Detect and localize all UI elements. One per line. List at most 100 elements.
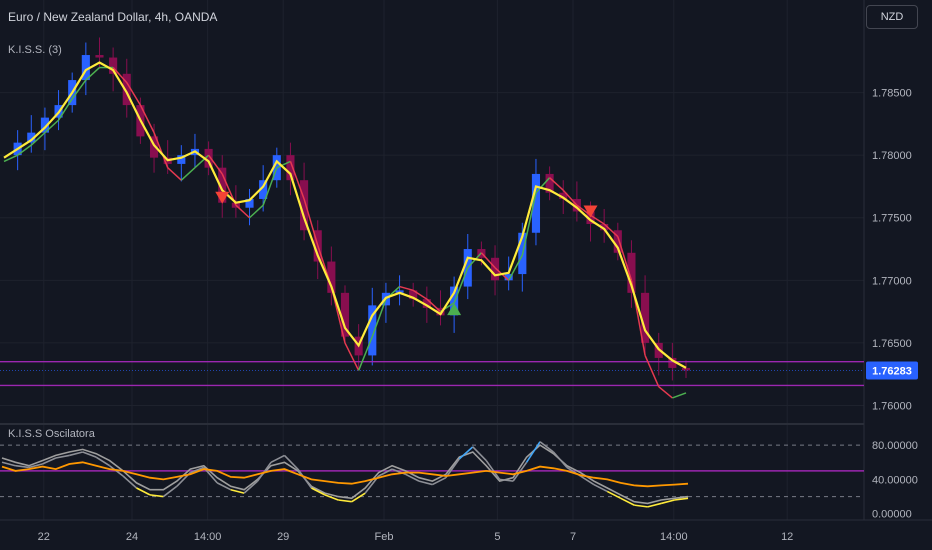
price-tick-label: 1.76000 [872,400,912,412]
osc-gray-line [1,444,689,505]
slow-ma-segment [412,289,428,300]
osc-colored-segment [552,451,568,468]
osc-colored-segment [297,468,313,489]
candle-body [95,55,104,58]
osc-colored-segment [351,492,366,503]
slow-ma-segment [399,285,414,292]
candle-body [286,155,295,181]
candle-body [504,274,513,281]
time-tick-label: 22 [38,531,50,543]
oscillator [0,441,864,508]
slow-ma-segment [644,355,660,388]
slow-ma-segment [44,119,60,134]
osc-colored-segment [136,487,151,496]
slow-ma-segment [71,79,87,100]
osc-colored-segment [42,457,57,465]
candle-body [409,290,418,300]
slow-ma-segment [85,66,100,81]
candle-body [177,155,186,164]
slow-ma-segment [167,167,182,181]
candle-body [245,198,254,208]
price-tick-label: 1.78500 [872,88,912,100]
osc-colored-segment [69,451,83,457]
osc-colored-segment [593,483,608,493]
slow-ma-segment [112,67,128,84]
last-price-badge: 1.76283 [866,361,918,380]
slow-ma-segment [508,254,523,281]
slow-ma-segment [344,342,360,371]
osc-colored-segment [15,464,30,469]
slow-ma-segment [153,132,169,168]
buy-signal-marker [447,303,462,316]
sell-signal-marker [583,205,598,218]
osc-colored-segment [472,446,487,462]
slow-ma-segment [262,167,278,206]
osc-colored-segment [162,485,178,498]
candle-body [627,252,636,293]
slow-ma-segment [617,236,633,281]
osc-orange-line [1,461,689,488]
oscillator-label[interactable]: K.I.S.S Oscilatora [8,428,95,440]
osc-colored-segment [485,460,501,480]
osc-axis: 80.00000 40.00000 0.00000 [872,440,918,521]
osc-colored-segment [95,456,111,467]
main-indicator-label[interactable]: K.I.S.S. (3) [8,44,62,56]
slow-ma-segment [603,223,619,238]
time-tick-label: 5 [494,531,500,543]
slow-ma-segment [235,204,251,219]
osc-colored-segment [270,454,285,463]
osc-colored-segment [324,494,339,501]
candle-body [490,257,500,281]
price-axis: 1.78500 1.78000 1.77500 1.77000 1.76500 1.760… [872,88,912,413]
candle-body [300,180,309,231]
last-price-badge-bg [866,361,918,380]
fast-ma-line [3,61,687,369]
osc-colored-segment [606,490,622,499]
slow-ma-segment [535,177,551,194]
candle-body [600,224,609,231]
slow-ma-segment [194,154,210,169]
candle-body [81,55,90,81]
slow-ma-segment [426,298,441,313]
time-tick-label: 12 [781,531,793,543]
osc-colored-segment [660,499,675,505]
grid-lines [0,0,864,520]
candle-body [149,136,159,158]
osc-colored-segment [311,487,326,496]
time-tick-label: 14:00 [660,531,688,543]
osc-colored-segment [405,473,420,482]
time-tick-label: 29 [277,531,289,543]
osc-colored-segment [458,446,474,460]
candle-body [681,367,691,371]
slow-ma-segment [126,82,142,106]
osc-colored-segment [28,463,43,469]
price-tick-label: 1.77500 [872,213,912,225]
candle-body [613,230,622,253]
osc-colored-segment [190,466,205,474]
slow-ma-segment [453,267,469,304]
osc-colored-segment [539,441,554,453]
osc-tick-label: 40.00000 [872,474,918,486]
last-price-badge-text: 1.76283 [872,365,912,377]
slow-ma-segment [57,98,73,121]
time-tick-label: 14:00 [194,531,222,543]
osc-colored-segment [499,478,514,482]
osc-colored-segment [243,480,259,494]
time-tick-label: 7 [570,531,576,543]
time-axis: 22 24 14:00 29 Feb 5 7 14:00 12 [38,531,794,543]
currency-button[interactable]: NZD [866,5,918,29]
slow-ma-segment [180,167,196,181]
osc-colored-segment [647,502,662,508]
candle-body [109,57,118,74]
candle-body [27,132,36,143]
osc-colored-segment [82,451,97,458]
price-tick-label: 1.78000 [872,150,912,162]
slow-ma-segment [249,204,264,219]
osc-colored-segment [634,504,648,508]
osc-colored-segment [216,482,232,491]
osc-colored-segment [338,499,352,503]
osc-tick-label: 80.00000 [872,440,918,452]
osc-colored-segment [525,441,541,463]
slow-ma-segment [139,104,155,133]
